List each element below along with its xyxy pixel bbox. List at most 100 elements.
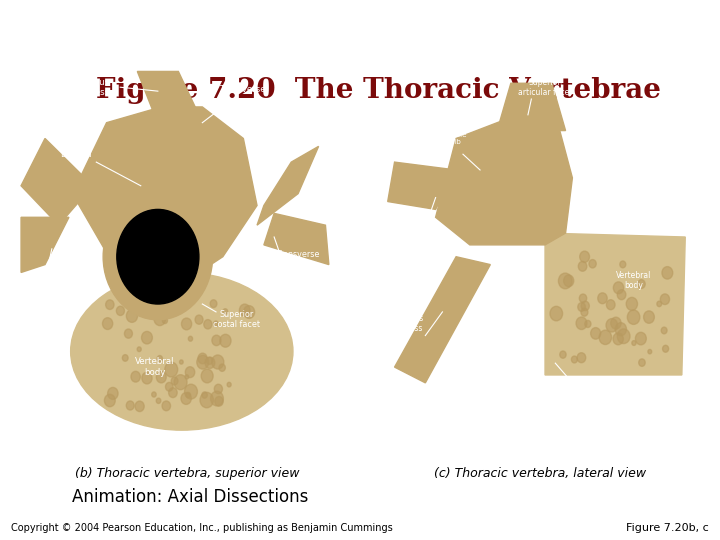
Circle shape bbox=[632, 341, 636, 346]
Circle shape bbox=[195, 315, 203, 324]
Circle shape bbox=[179, 360, 183, 364]
Circle shape bbox=[644, 311, 654, 323]
Text: (b) Thoracic vertebra, superior view: (b) Thoracic vertebra, superior view bbox=[75, 467, 300, 480]
Text: Transverse costal
facet for tubercle
of superior rib: Transverse costal facet for tubercle of … bbox=[405, 125, 467, 145]
Circle shape bbox=[661, 327, 667, 334]
Circle shape bbox=[662, 345, 669, 352]
Circle shape bbox=[648, 349, 652, 354]
Polygon shape bbox=[21, 138, 93, 225]
Circle shape bbox=[590, 328, 600, 339]
Text: Figure 7.20  The Thoracic Vertebrae: Figure 7.20 The Thoracic Vertebrae bbox=[96, 77, 660, 104]
Polygon shape bbox=[436, 115, 572, 245]
Text: Spinous
process: Spinous process bbox=[76, 78, 110, 97]
Polygon shape bbox=[498, 83, 566, 131]
Circle shape bbox=[581, 308, 588, 316]
Circle shape bbox=[660, 294, 670, 305]
Circle shape bbox=[135, 401, 144, 411]
Circle shape bbox=[580, 294, 587, 302]
Circle shape bbox=[638, 280, 645, 288]
Circle shape bbox=[185, 375, 189, 379]
Circle shape bbox=[550, 306, 562, 321]
Circle shape bbox=[615, 322, 626, 336]
Circle shape bbox=[598, 293, 607, 303]
Circle shape bbox=[102, 318, 113, 329]
Polygon shape bbox=[545, 233, 685, 375]
Text: Vertebral
foramen: Vertebral foramen bbox=[138, 247, 178, 266]
Polygon shape bbox=[387, 162, 456, 210]
Circle shape bbox=[201, 369, 213, 383]
Polygon shape bbox=[21, 217, 69, 273]
Polygon shape bbox=[264, 213, 329, 265]
Circle shape bbox=[620, 261, 626, 268]
Circle shape bbox=[585, 320, 591, 327]
Circle shape bbox=[184, 384, 197, 399]
Circle shape bbox=[107, 387, 118, 400]
Circle shape bbox=[204, 320, 212, 329]
Circle shape bbox=[157, 355, 163, 362]
Circle shape bbox=[181, 393, 192, 404]
Circle shape bbox=[163, 318, 168, 323]
Circle shape bbox=[219, 364, 225, 372]
Circle shape bbox=[200, 393, 213, 408]
Circle shape bbox=[210, 391, 223, 406]
Text: Superior
articular facet: Superior articular facet bbox=[518, 78, 572, 97]
Circle shape bbox=[172, 301, 181, 312]
Circle shape bbox=[589, 260, 596, 268]
Circle shape bbox=[215, 396, 223, 406]
Circle shape bbox=[626, 298, 637, 310]
Circle shape bbox=[166, 382, 173, 391]
Circle shape bbox=[205, 357, 215, 368]
Circle shape bbox=[212, 355, 224, 369]
Circle shape bbox=[617, 329, 630, 343]
Circle shape bbox=[126, 309, 138, 322]
Polygon shape bbox=[72, 107, 257, 273]
Circle shape bbox=[577, 302, 585, 312]
Circle shape bbox=[162, 401, 171, 411]
Circle shape bbox=[578, 261, 587, 271]
Circle shape bbox=[635, 332, 647, 345]
Circle shape bbox=[662, 267, 672, 279]
Circle shape bbox=[104, 394, 115, 407]
Circle shape bbox=[186, 393, 191, 397]
Circle shape bbox=[181, 318, 192, 330]
Circle shape bbox=[581, 301, 590, 310]
Circle shape bbox=[174, 375, 187, 390]
Text: Transverse
process: Transverse process bbox=[387, 215, 429, 235]
Circle shape bbox=[131, 372, 140, 382]
Circle shape bbox=[125, 329, 132, 338]
Circle shape bbox=[240, 304, 250, 316]
Polygon shape bbox=[257, 146, 319, 225]
Circle shape bbox=[564, 275, 574, 287]
Circle shape bbox=[138, 347, 141, 352]
Circle shape bbox=[122, 355, 128, 361]
Circle shape bbox=[639, 359, 645, 366]
Circle shape bbox=[156, 398, 161, 403]
Circle shape bbox=[559, 351, 566, 358]
Text: PLAY: PLAY bbox=[14, 491, 49, 504]
Ellipse shape bbox=[71, 273, 293, 430]
Circle shape bbox=[202, 392, 207, 398]
Circle shape bbox=[580, 251, 590, 262]
Circle shape bbox=[227, 382, 231, 387]
Circle shape bbox=[168, 388, 177, 397]
Circle shape bbox=[212, 335, 221, 346]
Circle shape bbox=[220, 334, 231, 347]
Text: Lamina: Lamina bbox=[60, 150, 91, 159]
Circle shape bbox=[577, 353, 586, 363]
Circle shape bbox=[606, 300, 615, 310]
Circle shape bbox=[197, 355, 209, 369]
Text: (c) Thoracic vertebra, lateral view: (c) Thoracic vertebra, lateral view bbox=[434, 467, 646, 480]
Circle shape bbox=[189, 336, 193, 341]
Circle shape bbox=[214, 321, 218, 326]
Text: Spinous
process: Spinous process bbox=[393, 314, 423, 333]
Circle shape bbox=[627, 310, 640, 325]
Text: Inferior costal facet for
head of inferior rib: Inferior costal facet for head of inferi… bbox=[572, 384, 654, 397]
Circle shape bbox=[106, 300, 114, 309]
Circle shape bbox=[611, 317, 621, 329]
Circle shape bbox=[139, 297, 150, 310]
Circle shape bbox=[576, 317, 587, 329]
Text: Figure 7.20b, c: Figure 7.20b, c bbox=[626, 523, 709, 533]
Circle shape bbox=[142, 372, 152, 384]
Circle shape bbox=[210, 300, 217, 308]
Circle shape bbox=[207, 357, 212, 364]
